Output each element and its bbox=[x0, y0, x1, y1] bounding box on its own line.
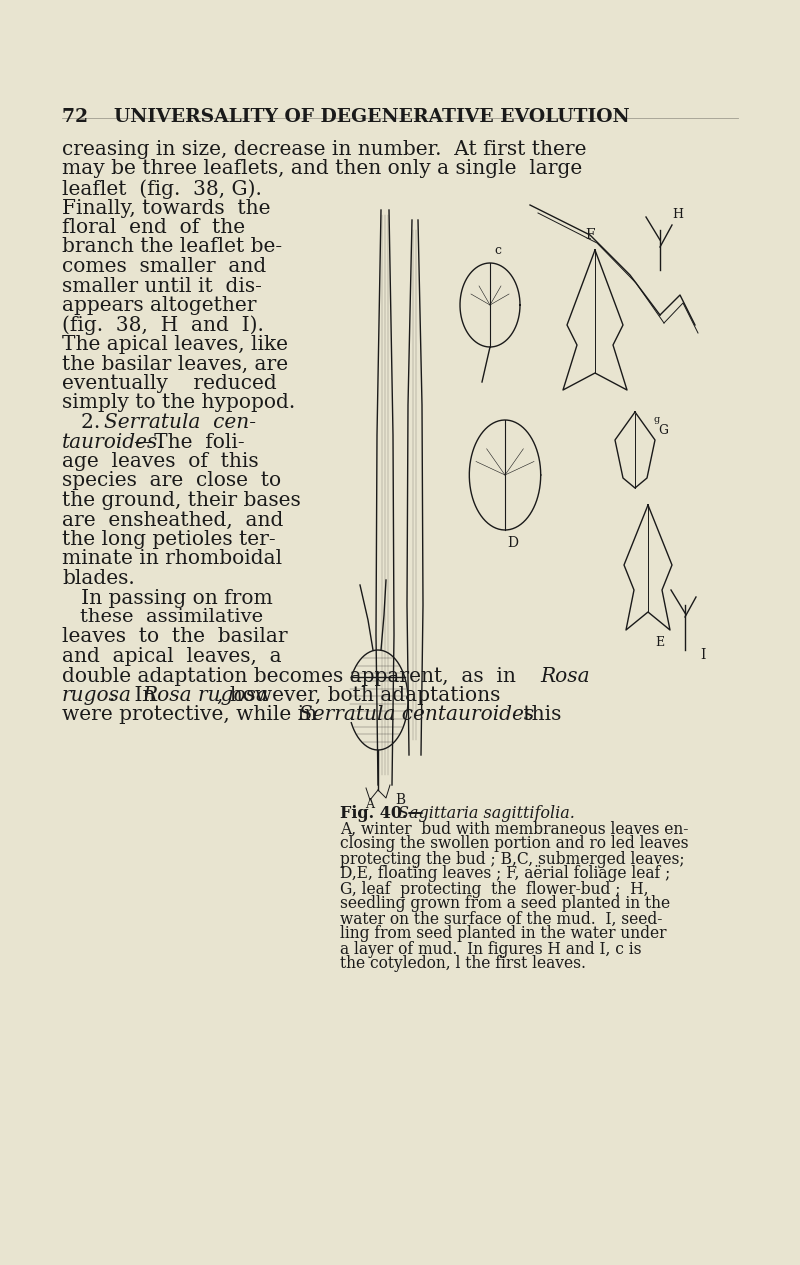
Text: A: A bbox=[366, 798, 374, 812]
Text: H: H bbox=[673, 209, 683, 221]
Text: species  are  close  to: species are close to bbox=[62, 472, 281, 491]
Text: eventually    reduced: eventually reduced bbox=[62, 374, 277, 393]
Text: leaves  to  the  basilar: leaves to the basilar bbox=[62, 627, 288, 646]
Text: smaller until it  dis-: smaller until it dis- bbox=[62, 277, 262, 296]
Text: were protective, while in: were protective, while in bbox=[62, 706, 323, 725]
Text: , however, both adaptations: , however, both adaptations bbox=[217, 686, 500, 705]
Text: simply to the hypopod.: simply to the hypopod. bbox=[62, 393, 295, 412]
Text: floral  end  of  the: floral end of the bbox=[62, 218, 245, 237]
Text: Rosa: Rosa bbox=[540, 667, 590, 686]
Text: branch the leaflet be-: branch the leaflet be- bbox=[62, 238, 282, 257]
Text: A, winter  bud with membraneous leaves en-: A, winter bud with membraneous leaves en… bbox=[340, 821, 688, 837]
Text: 72    UNIVERSALITY OF DEGENERATIVE EVOLUTION: 72 UNIVERSALITY OF DEGENERATIVE EVOLUTIO… bbox=[62, 108, 630, 126]
Text: water on the surface of the mud.  I, seed-: water on the surface of the mud. I, seed… bbox=[340, 911, 662, 927]
Text: double adaptation becomes apparent,  as  in: double adaptation becomes apparent, as i… bbox=[62, 667, 529, 686]
Text: the long petioles ter-: the long petioles ter- bbox=[62, 530, 276, 549]
Text: F: F bbox=[585, 228, 595, 242]
Text: tauroides.: tauroides. bbox=[62, 433, 165, 452]
Text: B: B bbox=[395, 793, 405, 807]
Text: g: g bbox=[654, 415, 660, 425]
Text: leaflet  (fig.  38, G).: leaflet (fig. 38, G). bbox=[62, 180, 262, 199]
Text: I: I bbox=[700, 648, 706, 662]
Text: D,E, floating leaves ; F, aërial foliage leaf ;: D,E, floating leaves ; F, aërial foliage… bbox=[340, 865, 670, 883]
Text: Serratula centauroides: Serratula centauroides bbox=[299, 706, 534, 725]
Text: The apical leaves, like: The apical leaves, like bbox=[62, 335, 288, 354]
Text: blades.: blades. bbox=[62, 569, 134, 588]
Text: Fig. 40.—: Fig. 40.— bbox=[340, 805, 423, 822]
Text: Sagittaria sagittifolia.: Sagittaria sagittifolia. bbox=[398, 805, 575, 822]
Text: Rosa rugosa: Rosa rugosa bbox=[142, 686, 268, 705]
Text: are  ensheathed,  and: are ensheathed, and bbox=[62, 511, 283, 530]
Text: appears altogether: appears altogether bbox=[62, 296, 257, 315]
Text: a layer of mud.  In figures H and I, c is: a layer of mud. In figures H and I, c is bbox=[340, 940, 642, 958]
Text: the cotyledon, l the first leaves.: the cotyledon, l the first leaves. bbox=[340, 955, 586, 973]
Text: ling from seed planted in the water under: ling from seed planted in the water unde… bbox=[340, 926, 666, 942]
Text: and  apical  leaves,  a: and apical leaves, a bbox=[62, 646, 282, 665]
Text: (fig.  38,  H  and  I).: (fig. 38, H and I). bbox=[62, 315, 264, 335]
Text: closing the swollen portion and ro led leaves: closing the swollen portion and ro led l… bbox=[340, 835, 689, 853]
Text: creasing in size, decrease in number.  At first there: creasing in size, decrease in number. At… bbox=[62, 140, 586, 159]
Text: rugosa: rugosa bbox=[62, 686, 132, 705]
Text: the ground, their bases: the ground, their bases bbox=[62, 491, 301, 510]
Text: seedling grown from a seed planted in the: seedling grown from a seed planted in th… bbox=[340, 896, 670, 912]
Text: Finally, towards  the: Finally, towards the bbox=[62, 199, 270, 218]
Text: D: D bbox=[507, 536, 518, 550]
Text: protecting the bud ; B,C, submerged leaves;: protecting the bud ; B,C, submerged leav… bbox=[340, 850, 685, 868]
Text: the basilar leaves, are: the basilar leaves, are bbox=[62, 354, 288, 373]
Text: these  assimilative: these assimilative bbox=[80, 608, 263, 626]
Text: In passing on from: In passing on from bbox=[62, 588, 273, 607]
Text: Serratula  cen-: Serratula cen- bbox=[104, 412, 256, 433]
Text: G: G bbox=[658, 424, 668, 436]
Text: G, leaf  protecting  the  flower-bud ;  H,: G, leaf protecting the flower-bud ; H, bbox=[340, 880, 649, 897]
Text: .   In: . In bbox=[109, 686, 162, 705]
Text: minate in rhomboidal: minate in rhomboidal bbox=[62, 549, 282, 568]
Text: E: E bbox=[655, 636, 665, 649]
Text: age  leaves  of  this: age leaves of this bbox=[62, 452, 258, 471]
Text: c: c bbox=[494, 243, 502, 257]
Text: may be three leaflets, and then only a single  large: may be three leaflets, and then only a s… bbox=[62, 159, 582, 178]
Text: —The  foli-: —The foli- bbox=[134, 433, 245, 452]
Text: this: this bbox=[517, 706, 562, 725]
Text: 2.: 2. bbox=[62, 412, 113, 433]
Text: comes  smaller  and: comes smaller and bbox=[62, 257, 266, 276]
